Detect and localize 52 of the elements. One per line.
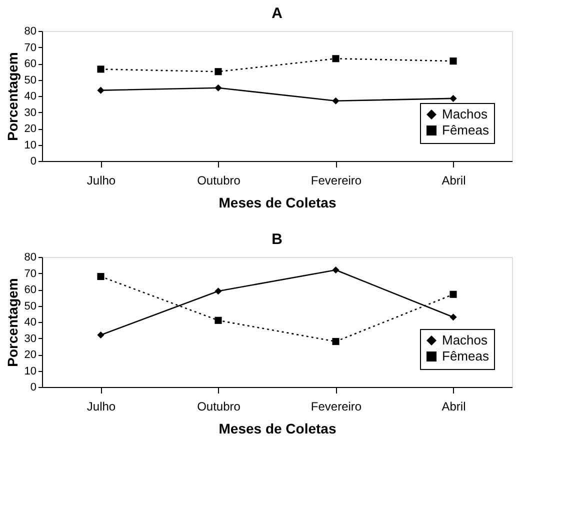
y-tick-label: 30 (24, 106, 36, 119)
point (214, 84, 222, 92)
legend-label: Fêmeas (442, 122, 490, 138)
point (450, 94, 457, 102)
legend-label: Machos (442, 332, 488, 348)
y-tick-label: 60 (24, 58, 36, 70)
point (97, 86, 104, 94)
point (97, 272, 104, 280)
point (214, 316, 222, 324)
point (332, 97, 340, 104)
x-axis-title: Meses de Coletas (218, 420, 336, 436)
y-tick-label: 60 (24, 284, 36, 296)
x-tick-label: Outubro (197, 400, 241, 414)
point (97, 331, 104, 339)
point (97, 66, 104, 73)
point (214, 68, 222, 76)
x-tick-label: Outubro (197, 174, 241, 188)
y-tick-label: 0 (30, 382, 36, 394)
chart-title: A (272, 5, 283, 22)
y-tick-label: 30 (24, 332, 36, 345)
point (450, 290, 457, 298)
point (450, 58, 457, 65)
y-tick-label: 80 (24, 252, 36, 264)
point (332, 266, 340, 274)
x-tick-label: Abril (442, 400, 466, 414)
y-tick-label: 70 (24, 42, 36, 54)
y-axis-title: Porcentagem (4, 278, 20, 367)
x-axis-title: Meses de Coletas (218, 194, 336, 210)
y-tick-label: 50 (24, 300, 36, 312)
y-tick-label: 20 (24, 123, 36, 135)
y-tick-label: 40 (24, 316, 36, 328)
point (450, 314, 457, 321)
point (332, 338, 340, 346)
x-tick-label: Julho (86, 174, 116, 188)
x-tick-label: Abril (442, 174, 466, 188)
chart-title: B (272, 231, 283, 248)
y-tick-label: 50 (24, 74, 36, 86)
x-tick-label: Fevereiro (310, 400, 362, 414)
x-tick-label: Julho (86, 400, 116, 414)
y-tick-label: 40 (24, 90, 36, 102)
y-tick-label: 0 (30, 156, 36, 168)
x-tick-label: Fevereiro (310, 174, 362, 188)
y-tick-label: 10 (24, 139, 36, 152)
point (332, 55, 340, 62)
legend-label: Fêmeas (442, 348, 490, 364)
legend-label: Machos (442, 106, 488, 122)
y-axis-title: Porcentagem (4, 52, 20, 141)
point (214, 288, 222, 295)
y-tick-label: 80 (24, 26, 36, 38)
y-tick-label: 20 (24, 349, 36, 361)
y-tick-label: 70 (24, 268, 36, 280)
y-tick-label: 10 (24, 365, 36, 378)
